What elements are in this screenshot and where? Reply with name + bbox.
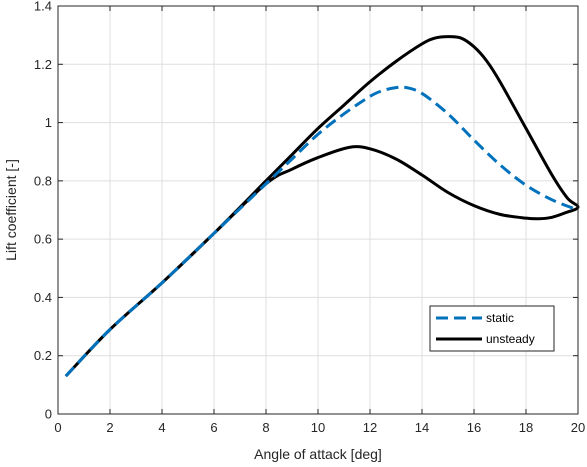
y-tick-label: 1	[45, 115, 52, 130]
legend: static unsteady	[429, 305, 555, 352]
legend-box	[429, 305, 555, 352]
y-tick-label: 1.4	[34, 0, 52, 14]
x-axis-title: Angle of attack [deg]	[254, 446, 382, 462]
x-tick-label: 20	[571, 420, 585, 435]
x-tick-label: 6	[210, 420, 217, 435]
y-tick-label: 0.4	[34, 290, 52, 305]
y-axis-title: Lift coefficient [-]	[3, 159, 19, 261]
y-tick-label: 1.2	[34, 57, 52, 72]
x-tick-label: 8	[262, 420, 269, 435]
axis-tick-labels: 0 2 4 6 8 10 12 14 16 18 20 0 0.2 0.4 0.6 0.8 1 1.2 1.4	[34, 0, 585, 435]
x-tick-label: 4	[158, 420, 165, 435]
y-tick-label: 0.6	[34, 232, 52, 247]
x-tick-label: 12	[363, 420, 377, 435]
axis-ticks	[57, 5, 579, 415]
x-tick-label: 2	[106, 420, 113, 435]
x-tick-label: 16	[467, 420, 481, 435]
series-line-unsteady	[64, 35, 580, 378]
legend-unsteady-label: unsteady	[486, 332, 535, 346]
x-tick-label: 18	[519, 420, 533, 435]
legend-static-label: static	[486, 311, 514, 325]
y-tick-label: 0.2	[34, 348, 52, 363]
x-tick-label: 0	[54, 420, 61, 435]
x-tick-label: 10	[311, 420, 325, 435]
y-tick-label: 0	[45, 407, 52, 422]
x-tick-label: 14	[415, 420, 429, 435]
series-group	[64, 35, 580, 378]
y-tick-label: 0.8	[34, 173, 52, 188]
